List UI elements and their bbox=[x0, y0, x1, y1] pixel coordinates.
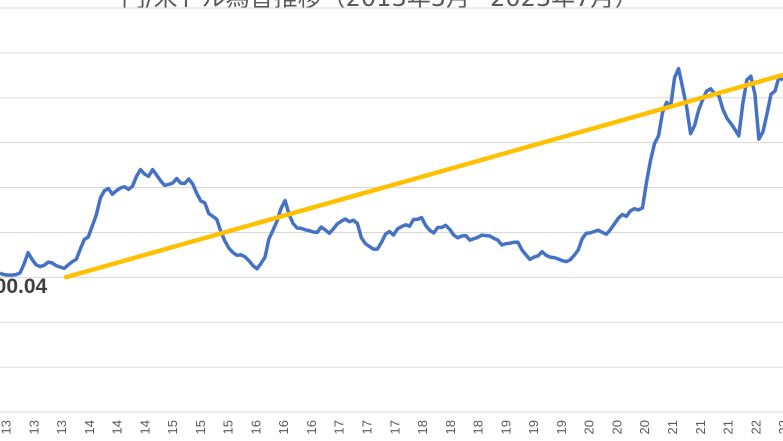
x-tick-label: 16 bbox=[304, 420, 319, 434]
x-tick-label: 19 bbox=[498, 420, 513, 434]
x-tick-label: 22 bbox=[748, 420, 763, 434]
x-tick-label: 15 bbox=[165, 420, 180, 434]
x-tick-label: 21 bbox=[665, 420, 680, 434]
series-line bbox=[0, 66, 783, 277]
x-tick-label: 20 bbox=[582, 420, 597, 434]
x-tick-label: 14 bbox=[137, 420, 152, 434]
x-tick-label: 21 bbox=[721, 420, 736, 434]
x-tick-label: 17 bbox=[332, 420, 347, 434]
x-tick-label: 17 bbox=[387, 420, 402, 434]
x-axis-tick-labels: 13 13 13 14 14 14 15 15 15 16 16 16 17 17 17 18 18 18 19 19… bbox=[0, 420, 783, 434]
x-tick-label: 13 bbox=[26, 420, 41, 434]
x-tick-label: 14 bbox=[110, 420, 125, 434]
x-tick-label: 15 bbox=[193, 420, 208, 434]
x-tick-label: 18 bbox=[443, 420, 458, 434]
x-tick-label: 21 bbox=[693, 420, 708, 434]
x-tick-label: 18 bbox=[471, 420, 486, 434]
x-tick-label: 17 bbox=[360, 420, 375, 434]
x-tick-label: 13 bbox=[54, 420, 69, 434]
x-tick-label: 20 bbox=[609, 420, 624, 434]
x-tick-label: 18 bbox=[415, 420, 430, 434]
series-group bbox=[0, 66, 783, 277]
start-value-label: 100.04 bbox=[0, 275, 48, 298]
x-tick-label: 15 bbox=[221, 420, 236, 434]
x-tick-label: 19 bbox=[554, 420, 569, 434]
x-tick-label: 16 bbox=[276, 420, 291, 434]
x-tick-label: 20 bbox=[637, 420, 652, 434]
gridlines bbox=[0, 7, 783, 413]
trend-line bbox=[63, 72, 783, 280]
x-tick-label: 22 bbox=[776, 420, 783, 434]
x-tick-label: 13 bbox=[0, 420, 14, 434]
chart-title: 円/米ドル為替推移（2013年5月~2023年7月） bbox=[122, 0, 639, 12]
x-tick-label: 14 bbox=[82, 420, 97, 434]
x-tick-label: 16 bbox=[248, 420, 263, 434]
x-tick-label: 19 bbox=[526, 420, 541, 434]
